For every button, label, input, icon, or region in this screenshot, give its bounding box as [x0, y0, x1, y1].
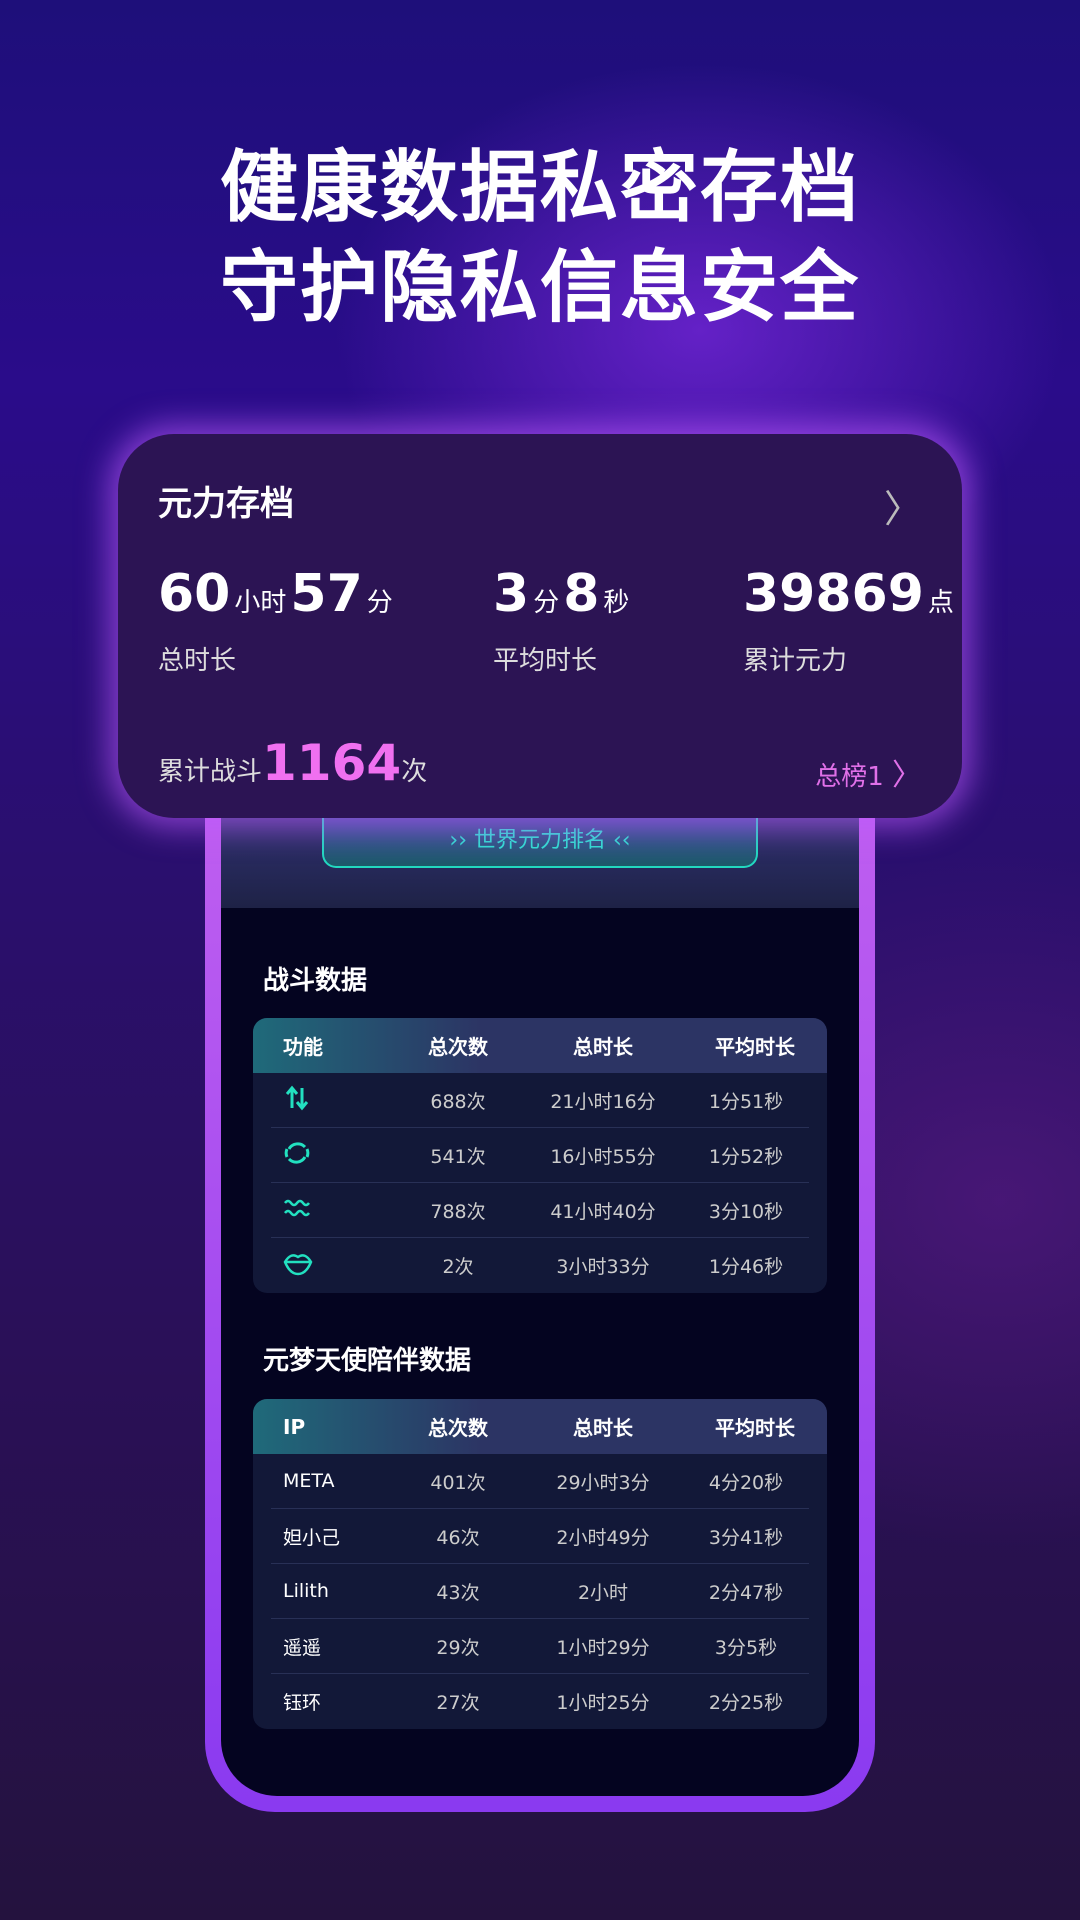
table-row: 688次 21小时16分 1分51秒 [271, 1073, 809, 1128]
header-cell: 总次数 [428, 1035, 488, 1059]
count-cell: 2次 [442, 1256, 474, 1278]
count-cell: 688次 [430, 1090, 486, 1113]
total-duration-stat: 60 小时57 分 总时长 [158, 564, 397, 677]
headline-line2: 守护隐私信息安全 [219, 243, 860, 333]
table-row: 788次 41小时40分 3分10秒 [271, 1183, 809, 1238]
headline-line1: 健康数据私密存档 [219, 143, 860, 233]
table-header: IP 总次数 总时长 平均时长 [253, 1399, 827, 1454]
table-row: 2次 3小时33分 1分46秒 [271, 1238, 809, 1293]
count-cell: 788次 [430, 1200, 486, 1223]
rank-label: 总榜1 [815, 762, 884, 792]
avg-cell: 2分25秒 [708, 1692, 784, 1714]
avg-cell: 3分10秒 [708, 1200, 784, 1223]
table-header: 功能 总次数 总时长 平均时长 [253, 1018, 827, 1073]
world-ranking-button[interactable]: ›› 世界元力排名 ‹‹ [322, 810, 758, 868]
name-cell: 遥遥 [283, 1636, 322, 1659]
seconds-value: 8 [563, 564, 600, 624]
hours-value: 60 [158, 564, 231, 624]
chevron-right-icon: 〉 [892, 758, 922, 793]
battle-count: 累计战斗1164次 [158, 734, 427, 792]
header-cell: 总次数 [428, 1416, 488, 1440]
companion-table: IP 总次数 总时长 平均时长 META 401次 29小时3分 4分20秒妲小己 46… [253, 1399, 827, 1729]
headline: 健康数据私密存档 守护隐私信息安全 [0, 138, 1080, 338]
header-cell: 平均时长 [715, 1035, 795, 1059]
battle-unit: 次 [401, 757, 428, 787]
overall-rank-link[interactable]: 总榜1 〉 [815, 750, 922, 794]
rotate-icon [284, 1141, 310, 1164]
total-cell: 2小时49分 [556, 1526, 650, 1549]
header-cell: 总时长 [573, 1416, 633, 1440]
count-cell: 43次 [436, 1581, 480, 1604]
minutes-unit: 分 [533, 588, 560, 618]
arrows-up-down-icon [285, 1085, 309, 1110]
seconds-unit: 秒 [603, 588, 630, 618]
minutes-unit: 分 [366, 588, 393, 618]
total-cell: 41小时40分 [550, 1200, 656, 1223]
table-row: 遥遥 29次 1小时29分 3分5秒 [271, 1619, 809, 1674]
count-cell: 541次 [430, 1145, 486, 1168]
companion-section-title: 元梦天使陪伴数据 [263, 1346, 472, 1376]
battle-count-value: 1164 [262, 734, 402, 792]
count-cell: 27次 [436, 1692, 480, 1714]
avg-cell: 1分51秒 [708, 1090, 784, 1113]
name-cell: Lilith [283, 1580, 329, 1602]
power-stat: 39869 点 累计元力 [743, 564, 958, 677]
stat-label: 累计元力 [743, 646, 848, 676]
table-row: Lilith 43次 2小时 2分47秒 [271, 1564, 809, 1619]
wave-icon [284, 1199, 310, 1216]
table-row: META 401次 29小时3分 4分20秒 [271, 1454, 809, 1509]
hours-unit: 小时 [234, 588, 287, 618]
archive-card[interactable]: 元力存档 〉 60 小时57 分 总时长 3 分8 秒 平均时长 39869 点 累计元力… [118, 434, 962, 818]
avg-cell: 3分41秒 [708, 1526, 784, 1549]
total-cell: 29小时3分 [556, 1471, 650, 1494]
total-cell: 1小时25分 [556, 1692, 650, 1714]
phone-screen: ›› 世界元力排名 ‹‹ 战斗数据 功能 总次数 总时长 平均时长 688次 2… [221, 760, 859, 1796]
header-cell: 功能 [283, 1035, 323, 1059]
avg-cell: 1分46秒 [708, 1256, 784, 1278]
total-cell: 3小时33分 [556, 1256, 650, 1278]
card-title: 元力存档 [158, 484, 294, 524]
count-cell: 46次 [436, 1526, 480, 1549]
battle-section-title: 战斗数据 [263, 966, 368, 996]
power-value: 39869 [743, 564, 924, 624]
count-cell: 29次 [436, 1636, 480, 1659]
total-cell: 2小时 [577, 1581, 629, 1604]
header-cell: 平均时长 [715, 1416, 795, 1440]
total-cell: 1小时29分 [556, 1636, 650, 1659]
table-row: 541次 16小时55分 1分52秒 [271, 1128, 809, 1183]
table-row: 妲小己 46次 2小时49分 3分41秒 [271, 1509, 809, 1564]
stat-label: 平均时长 [493, 646, 598, 676]
avg-cell: 1分52秒 [708, 1145, 784, 1168]
phone-frame: ›› 世界元力排名 ‹‹ 战斗数据 功能 总次数 总时长 平均时长 688次 2… [205, 760, 875, 1812]
count-cell: 401次 [430, 1471, 486, 1494]
avg-cell: 2分47秒 [708, 1581, 784, 1604]
name-cell: META [283, 1470, 335, 1492]
chevron-right-icon[interactable]: 〉 [883, 487, 922, 531]
battle-table: 功能 总次数 总时长 平均时长 688次 21小时16分 1分51秒 541次 … [253, 1018, 827, 1293]
name-cell: 妲小己 [283, 1526, 341, 1549]
table-row: 钰环 27次 1小时25分 2分25秒 [271, 1674, 809, 1729]
name-cell: 钰环 [283, 1692, 322, 1714]
power-unit: 点 [927, 588, 954, 618]
total-cell: 21小时16分 [550, 1090, 656, 1113]
avg-duration-stat: 3 分8 秒 平均时长 [493, 564, 633, 677]
header-cell: 总时长 [573, 1035, 633, 1059]
battle-prefix: 累计战斗 [158, 757, 263, 787]
avg-cell: 4分20秒 [708, 1471, 784, 1494]
header-cell: IP [283, 1414, 306, 1439]
avg-cell: 3分5秒 [714, 1636, 778, 1659]
lips-icon [283, 1254, 313, 1276]
stat-label: 总时长 [158, 646, 237, 676]
minutes-value: 3 [493, 564, 530, 624]
total-cell: 16小时55分 [550, 1145, 656, 1168]
minutes-value: 57 [290, 564, 363, 624]
